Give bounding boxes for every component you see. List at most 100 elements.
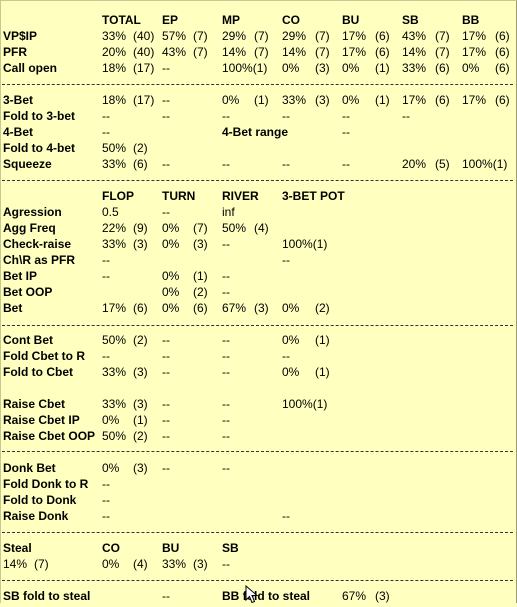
stat-count: (1) <box>193 269 208 283</box>
stat-value: 14% <box>402 45 427 59</box>
stat-value: -- <box>282 509 290 523</box>
stat-value: 0% <box>282 365 300 379</box>
stat-count: (1) <box>254 93 269 107</box>
stat-count: (6) <box>375 45 390 59</box>
column-header-bu: BU <box>342 13 360 27</box>
section-divider-3 <box>2 325 513 326</box>
steal-total-value: 14% <box>3 557 28 571</box>
stat-value: -- <box>162 205 170 219</box>
stat-value: -- <box>162 413 170 427</box>
column-header-turn: TURN <box>162 189 196 203</box>
stat-count: (7) <box>193 29 208 43</box>
stat-value: 33% <box>402 61 427 75</box>
stat-value: -- <box>222 333 230 347</box>
stat-label: Raise Cbet <box>3 397 66 411</box>
stat-value: 67% <box>222 301 247 315</box>
stat-value: 50% <box>102 141 127 155</box>
stat-value: 100%(1) <box>462 157 508 171</box>
stat-value: 0% <box>342 61 360 75</box>
stat-value: 17% <box>102 301 127 315</box>
stat-count: (3) <box>193 557 208 571</box>
stat-count: (17) <box>133 93 155 107</box>
stat-value: -- <box>342 109 350 123</box>
stat-count: (6) <box>435 93 450 107</box>
stat-count: (1) <box>375 93 390 107</box>
stat-value: 0% <box>102 557 120 571</box>
column-header-co: CO <box>102 541 120 555</box>
column-header-ep: EP <box>162 13 179 27</box>
section-divider-4 <box>2 451 513 452</box>
stat-value: 57% <box>162 29 187 43</box>
four-bet-range-label: 4-Bet range <box>222 125 289 139</box>
stat-value: -- <box>222 461 230 475</box>
stat-value: -- <box>162 429 170 443</box>
stat-value: -- <box>282 349 290 363</box>
stat-value: 20% <box>402 157 427 171</box>
stat-value: 100%(1) <box>222 61 268 75</box>
stat-count: (1) <box>375 61 390 75</box>
section-divider-2 <box>2 180 513 181</box>
column-header-flop: FLOP <box>102 189 134 203</box>
stat-value: -- <box>222 285 230 299</box>
stat-label: Cont Bet <box>3 333 53 347</box>
stat-count: (6) <box>133 157 148 171</box>
stat-value: 50% <box>102 333 127 347</box>
stat-value: -- <box>342 157 350 171</box>
stat-label: Check-raise <box>3 237 72 251</box>
stat-value: 67% <box>342 589 367 603</box>
column-header-sb: SB <box>222 541 239 555</box>
stat-label: Agression <box>3 205 62 219</box>
stat-value: 0% <box>162 285 180 299</box>
stat-value: 100%(1) <box>282 397 328 411</box>
stat-value: 0% <box>222 93 240 107</box>
stat-count: (40) <box>133 45 155 59</box>
stat-value: 33% <box>102 157 127 171</box>
stat-value: -- <box>102 493 110 507</box>
stat-count: (3) <box>315 61 330 75</box>
stat-value: -- <box>222 109 230 123</box>
stat-count: (7) <box>315 29 330 43</box>
stat-label: Agg Freq <box>3 221 56 235</box>
stat-value: 0% <box>282 301 300 315</box>
stat-value: 17% <box>462 45 487 59</box>
stat-label: Donk Bet <box>3 461 56 475</box>
steal-total-count: (7) <box>34 557 49 571</box>
stat-value: 100%(1) <box>282 237 328 251</box>
stat-value: 0% <box>102 461 120 475</box>
stat-value: 0% <box>282 333 300 347</box>
stat-value: -- <box>162 349 170 363</box>
stat-value: 17% <box>342 45 367 59</box>
stat-label: SB fold to steal <box>3 589 91 603</box>
stat-count: (7) <box>193 45 208 59</box>
stat-value: -- <box>282 253 290 267</box>
stat-value: 29% <box>282 29 307 43</box>
stat-value: -- <box>102 253 110 267</box>
stat-value: 14% <box>282 45 307 59</box>
stat-value: -- <box>282 157 290 171</box>
stat-count: (3) <box>193 237 208 251</box>
stat-value: -- <box>222 269 230 283</box>
stat-count: (2) <box>133 429 148 443</box>
stat-value: -- <box>102 509 110 523</box>
stat-value: -- <box>162 157 170 171</box>
stat-value: 43% <box>402 29 427 43</box>
section-divider-1 <box>2 84 513 85</box>
stat-value: 17% <box>402 93 427 107</box>
stat-count: (7) <box>254 29 269 43</box>
column-header-bu: BU <box>162 541 180 555</box>
stat-value: -- <box>222 397 230 411</box>
stat-count: (6) <box>495 29 510 43</box>
stat-label: Fold to 4-bet <box>3 141 75 155</box>
stat-label: Bet IP <box>3 269 38 283</box>
stat-label: 4-Bet <box>3 125 34 139</box>
stat-value: -- <box>402 109 410 123</box>
stat-value: -- <box>102 269 110 283</box>
stat-count: (2) <box>133 333 148 347</box>
stat-value: -- <box>162 61 170 75</box>
stat-label: Call open <box>3 61 58 75</box>
stat-label: Raise Cbet OOP <box>3 429 96 443</box>
stat-value: -- <box>222 365 230 379</box>
stat-value: 0.5 <box>102 205 119 219</box>
stat-count: (2) <box>315 301 330 315</box>
stat-count: (2) <box>193 285 208 299</box>
